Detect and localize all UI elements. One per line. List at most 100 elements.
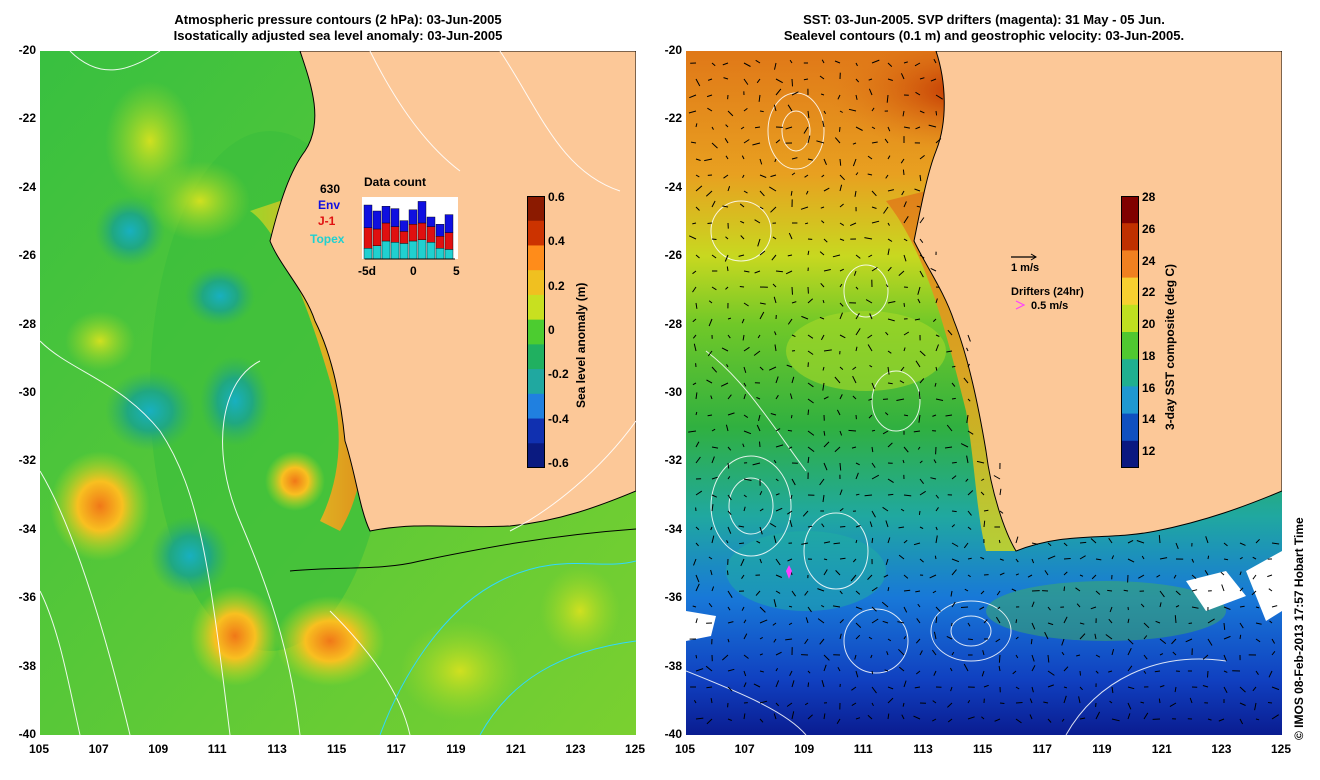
data-count-bar-j1 <box>408 223 418 242</box>
velocity-arrow <box>884 138 889 144</box>
velocity-arrow <box>759 700 768 704</box>
data-count-bar-j1 <box>363 227 373 249</box>
velocity-arrow <box>743 346 750 352</box>
velocity-arrow <box>823 396 829 400</box>
velocity-arrow <box>933 631 937 640</box>
velocity-arrow <box>773 296 777 304</box>
velocity-arrow <box>869 364 873 368</box>
velocity-arrow <box>1063 586 1066 592</box>
velocity-arrow <box>1015 702 1023 704</box>
velocity-arrow <box>915 360 921 368</box>
velocity-arrow <box>947 718 953 723</box>
velocity-arrow <box>951 397 956 400</box>
velocity-arrow <box>727 317 732 320</box>
sst-colorbar-tick-label: 14 <box>1142 412 1156 427</box>
velocity-arrow <box>756 424 761 432</box>
velocity-arrow <box>727 718 732 721</box>
velocity-arrow <box>775 444 784 448</box>
velocity-arrow <box>967 574 971 578</box>
velocity-arrow <box>1239 556 1243 560</box>
velocity-arrow <box>1095 711 1101 720</box>
data-count-bar-env <box>426 216 436 227</box>
right-title-line2: Sealevel contours (0.1 m) and geostrophi… <box>783 28 1185 43</box>
velocity-arrow <box>802 510 809 517</box>
sst-colorbar-tick-label: 12 <box>1142 444 1156 458</box>
velocity-arrow <box>834 446 841 453</box>
velocity-arrow <box>1063 571 1068 576</box>
velocity-arrow <box>832 605 841 608</box>
sea-level-colorbar-tick-label: -0.4 <box>548 411 569 426</box>
velocity-arrow <box>1015 654 1019 659</box>
velocity-arrow <box>740 235 745 240</box>
topex-legend-label: Topex <box>310 232 345 246</box>
velocity-arrow <box>951 524 956 528</box>
velocity-arrow <box>963 542 969 549</box>
colorbar-swatch <box>527 270 545 296</box>
velocity-arrow <box>903 331 910 336</box>
sea-level-anomaly-map[interactable]: Data count -5d 0 5 630 Env J-1 Topex <box>40 51 636 735</box>
velocity-arrow <box>727 526 732 534</box>
velocity-arrow <box>871 586 878 592</box>
velocity-arrow <box>903 494 912 497</box>
velocity-arrow <box>1079 633 1086 640</box>
velocity-arrow <box>951 558 960 563</box>
velocity-arrow <box>743 506 746 512</box>
drifters-legend-title: Drifters (24hr) <box>1011 286 1084 298</box>
velocity-arrow <box>903 347 906 352</box>
velocity-arrow <box>1255 670 1259 675</box>
data-count-bar-topex <box>399 243 409 260</box>
velocity-arrow <box>1063 558 1071 560</box>
velocity-arrow <box>823 349 832 352</box>
velocity-arrow <box>725 155 729 160</box>
velocity-arrow <box>1271 542 1280 545</box>
velocity-arrow <box>1031 665 1036 672</box>
velocity-arrow <box>869 313 873 320</box>
velocity-arrow <box>919 490 926 496</box>
velocity-arrow <box>928 124 937 128</box>
velocity-arrow <box>934 382 937 387</box>
right-latitude-tick: -26 <box>664 248 682 263</box>
velocity-arrow <box>981 478 985 481</box>
velocity-arrow <box>695 583 700 592</box>
sst-map[interactable]: 1 m/s Drifters (24hr) 0.5 m/s <box>686 51 1282 735</box>
velocity-arrow <box>867 574 873 580</box>
velocity-arrow <box>930 78 937 82</box>
colorbar-swatch <box>527 196 545 222</box>
velocity-arrow <box>871 266 878 272</box>
left-latitude-tick: -22 <box>18 111 36 126</box>
velocity-arrow <box>900 508 905 512</box>
velocity-arrow <box>1012 670 1017 675</box>
velocity-arrow <box>1156 574 1161 578</box>
velocity-arrow <box>742 443 745 448</box>
velocity-arrow <box>865 299 873 304</box>
data-count-bar-topex <box>372 245 382 260</box>
velocity-arrow <box>916 618 921 624</box>
velocity-arrow <box>885 174 889 179</box>
velocity-arrow <box>773 104 777 112</box>
right-latitude-tick: -32 <box>664 453 682 468</box>
velocity-arrow <box>839 430 843 436</box>
velocity-arrow <box>823 541 831 544</box>
velocity-arrow <box>724 254 729 262</box>
velocity-arrow <box>711 238 717 240</box>
velocity-arrow <box>932 414 937 417</box>
velocity-arrow <box>980 590 985 595</box>
velocity-arrow <box>705 190 713 197</box>
velocity-arrow <box>871 190 877 197</box>
velocity-arrow <box>902 459 905 464</box>
velocity-arrow <box>807 670 811 674</box>
velocity-arrow <box>741 574 745 579</box>
velocity-arrow <box>791 286 793 295</box>
velocity-arrow <box>887 382 893 385</box>
velocity-arrow <box>695 123 698 128</box>
velocity-arrow <box>1207 670 1209 678</box>
velocity-arrow <box>1108 537 1113 544</box>
velocity-arrow <box>839 366 844 370</box>
velocity-arrow <box>1255 538 1260 544</box>
velocity-arrow <box>896 398 905 401</box>
velocity-arrow <box>774 344 777 352</box>
velocity-arrow <box>867 173 873 176</box>
velocity-arrow <box>855 717 861 720</box>
velocity-arrow <box>933 459 937 464</box>
left-latitude-tick: -20 <box>18 43 36 57</box>
